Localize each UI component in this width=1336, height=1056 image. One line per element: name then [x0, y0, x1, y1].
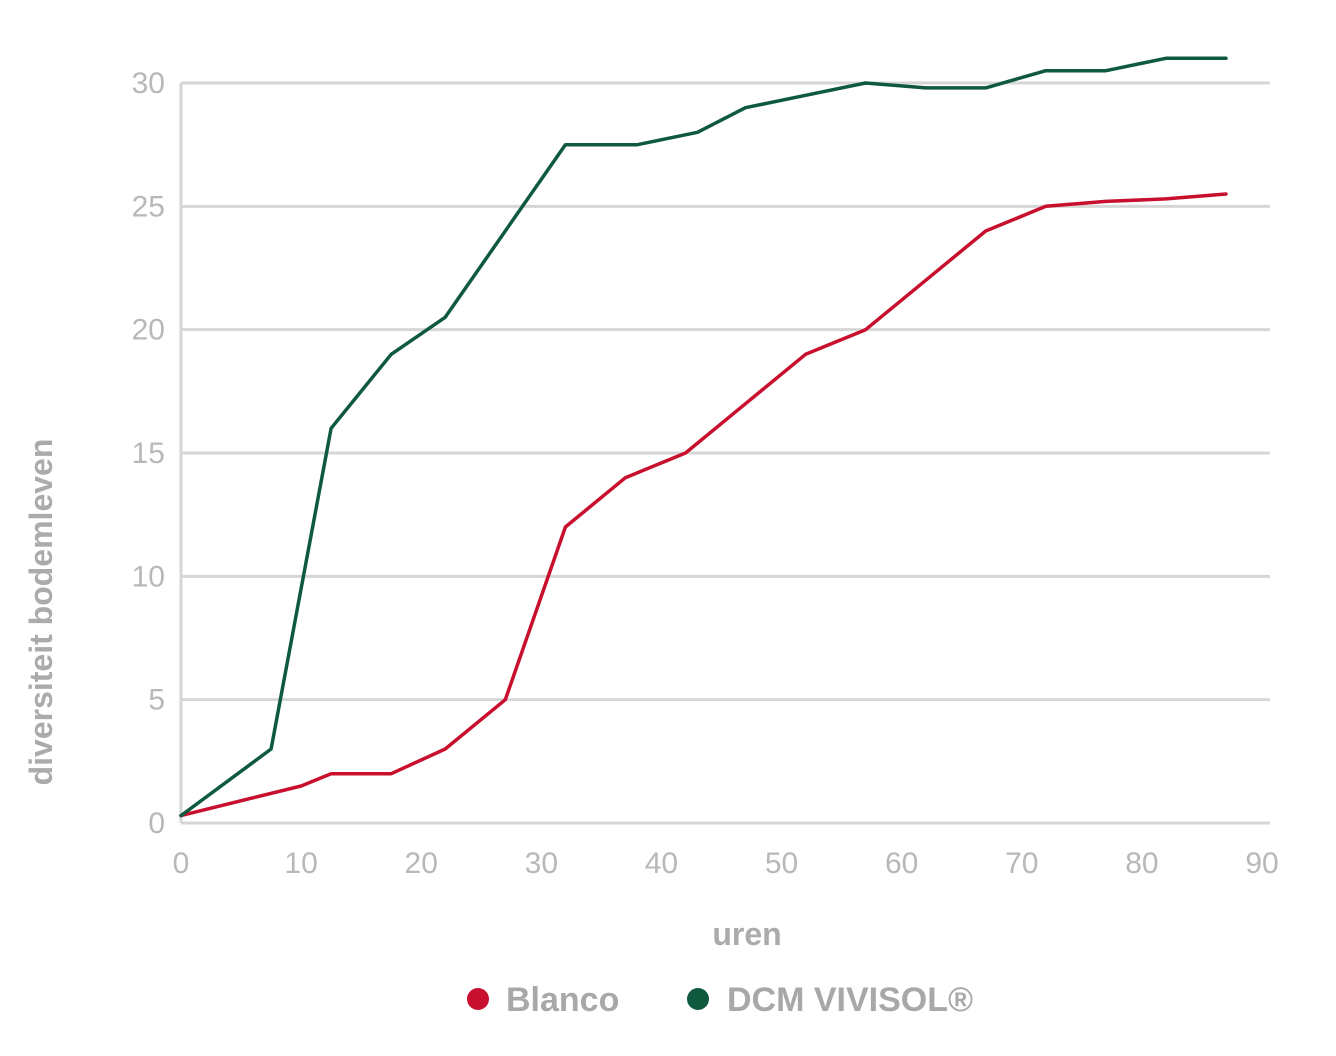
- y-tick-label: 0: [148, 807, 165, 840]
- y-tick-label: 20: [132, 314, 165, 347]
- y-tick-label: 30: [132, 67, 165, 100]
- y-axis-label: diversiteit bodemleven: [23, 439, 59, 786]
- x-tick-label: 10: [284, 847, 317, 880]
- legend-marker-dcm-vivisol: [687, 988, 709, 1010]
- x-tick-label: 60: [885, 847, 918, 880]
- x-tick-label: 40: [645, 847, 678, 880]
- legend-marker-blanco: [467, 988, 489, 1010]
- x-tick-label: 20: [405, 847, 438, 880]
- x-tick-label: 90: [1245, 847, 1278, 880]
- y-tick-label: 10: [132, 560, 165, 593]
- x-tick-labels: 0 10 20 30 40 50 60 70 80 90: [173, 847, 1279, 880]
- y-tick-label: 25: [132, 190, 165, 223]
- x-tick-label: 70: [1005, 847, 1038, 880]
- x-tick-label: 30: [525, 847, 558, 880]
- y-tick-label: 15: [132, 437, 165, 470]
- legend: Blanco DCM VIVISOL®: [467, 981, 973, 1019]
- series-line-dcm-vivisol: [179, 56, 1228, 818]
- x-tick-label: 50: [765, 847, 798, 880]
- y-tick-label: 5: [148, 684, 165, 717]
- x-tick-label: 80: [1125, 847, 1158, 880]
- series-lines: [179, 56, 1228, 818]
- y-tick-labels: 0 5 10 15 20 25 30: [132, 67, 165, 840]
- x-axis-label: uren: [712, 916, 781, 952]
- legend-label-blanco: Blanco: [506, 981, 619, 1019]
- series-line-blanco: [179, 192, 1228, 818]
- gridlines: [179, 81, 1270, 825]
- x-tick-label: 0: [173, 847, 190, 880]
- legend-label-dcm-vivisol: DCM VIVISOL®: [727, 981, 973, 1019]
